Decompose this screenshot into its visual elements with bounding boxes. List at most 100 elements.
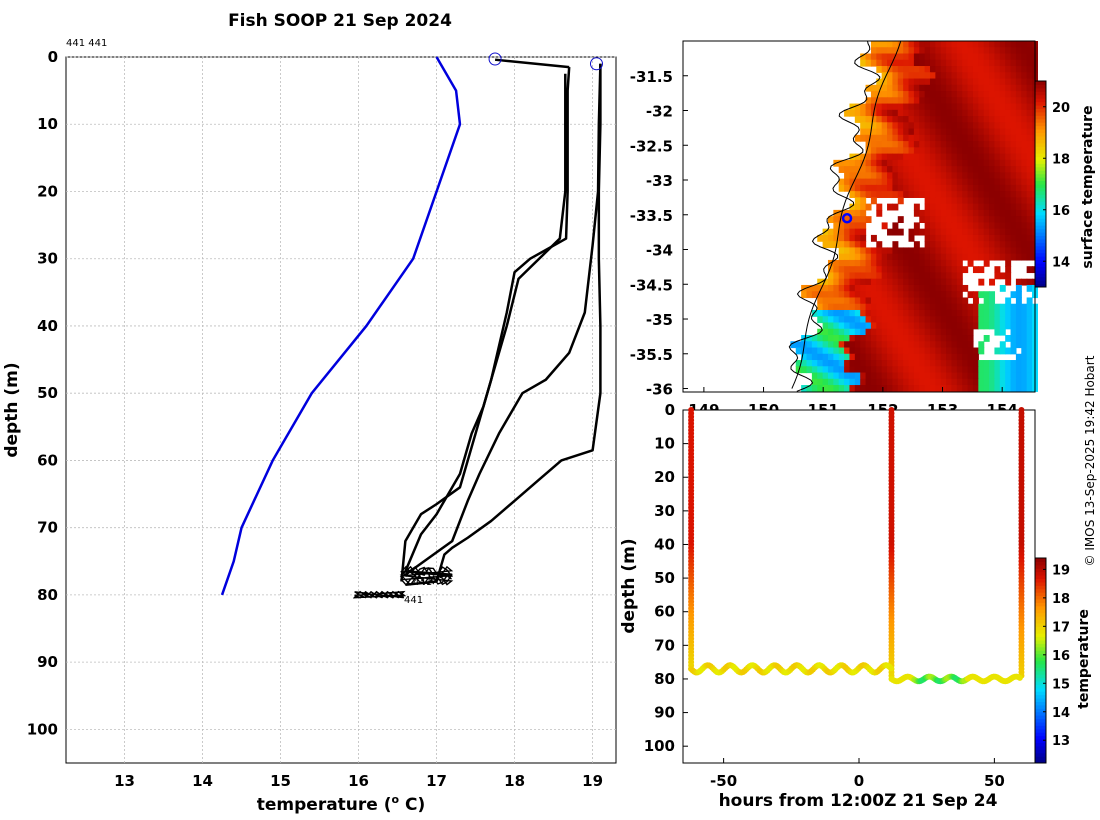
sst-pixel (827, 297, 834, 305)
sst-pixel (881, 291, 888, 299)
sst-pixel (865, 341, 872, 349)
sst-pixel (940, 172, 947, 180)
sst-pixel (999, 141, 1006, 148)
sst-pixel (962, 166, 969, 173)
sst-pixel (865, 153, 872, 161)
sst-pixel (929, 141, 936, 148)
sst-pixel (876, 266, 883, 274)
sst-pixel (951, 303, 958, 311)
sst-pixel (801, 347, 808, 355)
sst-pixel (946, 103, 953, 111)
map-colorbar-segment (1035, 122, 1046, 127)
sst-pixel (1005, 241, 1012, 249)
sst-pixel (919, 172, 926, 180)
sst-pixel (935, 247, 942, 255)
sst-pixel (983, 141, 990, 148)
sst-pixel (903, 122, 910, 130)
sst-pixel (989, 47, 996, 55)
sst-pixel (994, 147, 1001, 155)
sst-pixel (1021, 41, 1028, 48)
sst-pixel (1015, 291, 1022, 299)
sst-pixel (897, 78, 904, 86)
sst-pixel (978, 378, 985, 386)
sst-pixel (827, 216, 834, 224)
sst-pixel (951, 241, 958, 249)
sst-pixel (1026, 147, 1033, 155)
sst-pixel (929, 166, 936, 173)
sst-pixel (967, 247, 974, 255)
sst-pixel (956, 159, 963, 167)
sst-pixel (940, 159, 947, 167)
shelf-contour (791, 40, 902, 389)
sst-pixel (951, 372, 958, 380)
sst-pixel (860, 172, 867, 180)
sst-pixel (919, 341, 926, 349)
sst-pixel (887, 66, 894, 73)
sst-pixel (994, 53, 1001, 61)
sst-pixel (919, 372, 926, 380)
sst-pixel (860, 178, 867, 186)
sst-pixel (1010, 53, 1017, 61)
sst-pixel (833, 378, 840, 386)
sst-pixel (1005, 297, 1012, 305)
sst-pixel (1010, 59, 1017, 67)
sst-pixel (876, 378, 883, 386)
sst-pixel (827, 228, 834, 236)
sst-pixel (876, 328, 883, 336)
map-colorbar-segment (1035, 269, 1046, 274)
sst-pixel (924, 291, 931, 299)
sst-pixel (887, 291, 894, 299)
sst-pixel (940, 316, 947, 324)
sst-pixel (833, 328, 840, 336)
sst-pixel (897, 141, 904, 148)
sst-pixel (801, 284, 808, 292)
sst-pixel (844, 322, 851, 330)
sst-pixel (903, 347, 910, 355)
sst-pixel (817, 353, 824, 361)
sst-pixel (865, 372, 872, 380)
sst-pixel (978, 228, 985, 236)
sst-pixel (1021, 184, 1028, 192)
sst-pixel (929, 234, 936, 242)
map-colorbar-segment (1035, 262, 1046, 267)
sst-pixel (951, 328, 958, 336)
sst-pixel (929, 297, 936, 305)
sst-pixel (946, 360, 953, 367)
sst-pixel (833, 272, 840, 280)
sst-pixel (849, 303, 856, 311)
sst-pixel (935, 284, 942, 292)
sst-pixel (913, 203, 920, 211)
sst-pixel (865, 128, 872, 136)
sst-pixel (1005, 203, 1012, 211)
sst-pixel (811, 284, 818, 292)
sst-pixel (887, 84, 894, 92)
map-colorbar-segment (1035, 187, 1046, 192)
sst-pixel (978, 341, 985, 349)
sst-pixel (908, 47, 915, 55)
sst-pixel (881, 360, 888, 367)
sst-pixel (994, 78, 1001, 86)
depth-time-colorbar-segment (1035, 708, 1046, 713)
sst-pixel (989, 53, 996, 61)
sst-pixel (1021, 128, 1028, 136)
sst-pixel (817, 291, 824, 299)
sst-pixel (822, 278, 829, 286)
sst-pixel (908, 272, 915, 280)
sst-pixel (935, 166, 942, 173)
sst-pixel (860, 328, 867, 336)
sst-pixel (940, 97, 947, 105)
sst-pixel (887, 322, 894, 330)
sst-pixel (972, 78, 979, 86)
sst-pixel (978, 203, 985, 211)
sst-pixel (1010, 153, 1017, 161)
sst-pixel (913, 153, 920, 161)
sst-pixel (929, 347, 936, 355)
sst-pixel (1005, 91, 1012, 98)
profile-y-tick-label: 70 (37, 519, 58, 537)
sst-pixel (1021, 247, 1028, 255)
sst-pixel (978, 347, 985, 355)
sst-pixel (854, 341, 861, 349)
depth-time-x-tick-label: 50 (984, 772, 1005, 790)
sst-pixel (994, 316, 1001, 324)
sst-pixel (1015, 366, 1022, 374)
